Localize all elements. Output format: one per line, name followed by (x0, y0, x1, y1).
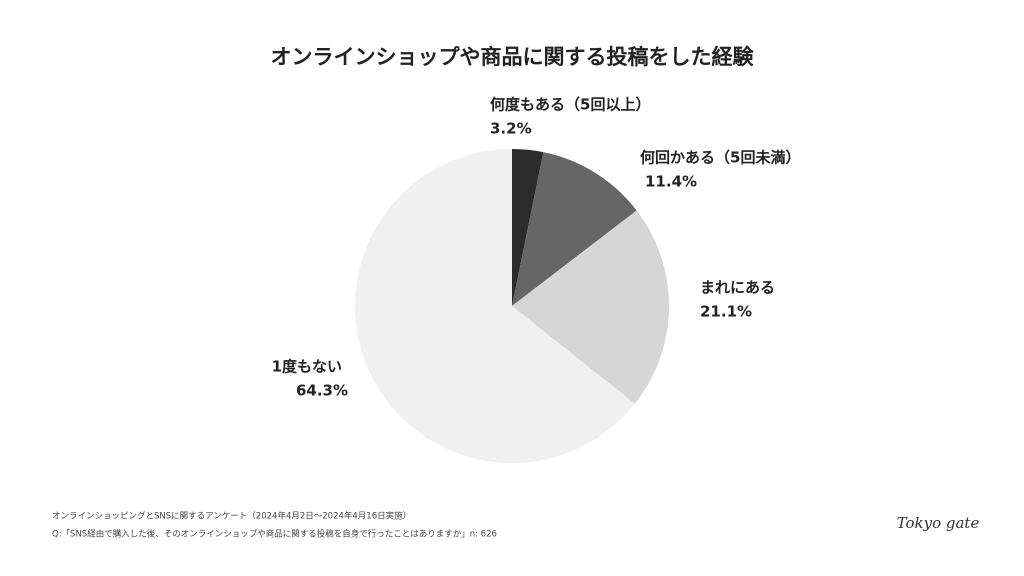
question-note: Q:「SNS経由で購入した後、そのオンラインショップや商品に関する投稿を自身で行… (52, 529, 497, 540)
slice-label: 1度もない (272, 358, 342, 376)
pie-slice (512, 210, 669, 404)
survey-note: オンラインショッピングとSNSに関するアンケート（2024年4月2日〜2024年… (52, 511, 411, 522)
slice-value-label: 64.3% (296, 382, 348, 400)
slice-label: 何度もある（5回以上） (490, 96, 650, 114)
slice-label: 何回かある（5回未満） (640, 149, 800, 167)
pie-slice (354, 149, 635, 463)
chart-title: オンラインショップや商品に関する投稿をした経験 (271, 45, 755, 69)
pie-slice (512, 149, 544, 306)
pie-slice (512, 152, 637, 306)
brand-logo: Tokyo gate (897, 514, 980, 532)
slice-label: まれにある (700, 279, 775, 297)
slice-value-label: 3.2% (490, 120, 532, 138)
slice-value-label: 21.1% (700, 303, 752, 321)
slice-value-label: 11.4% (645, 173, 697, 191)
